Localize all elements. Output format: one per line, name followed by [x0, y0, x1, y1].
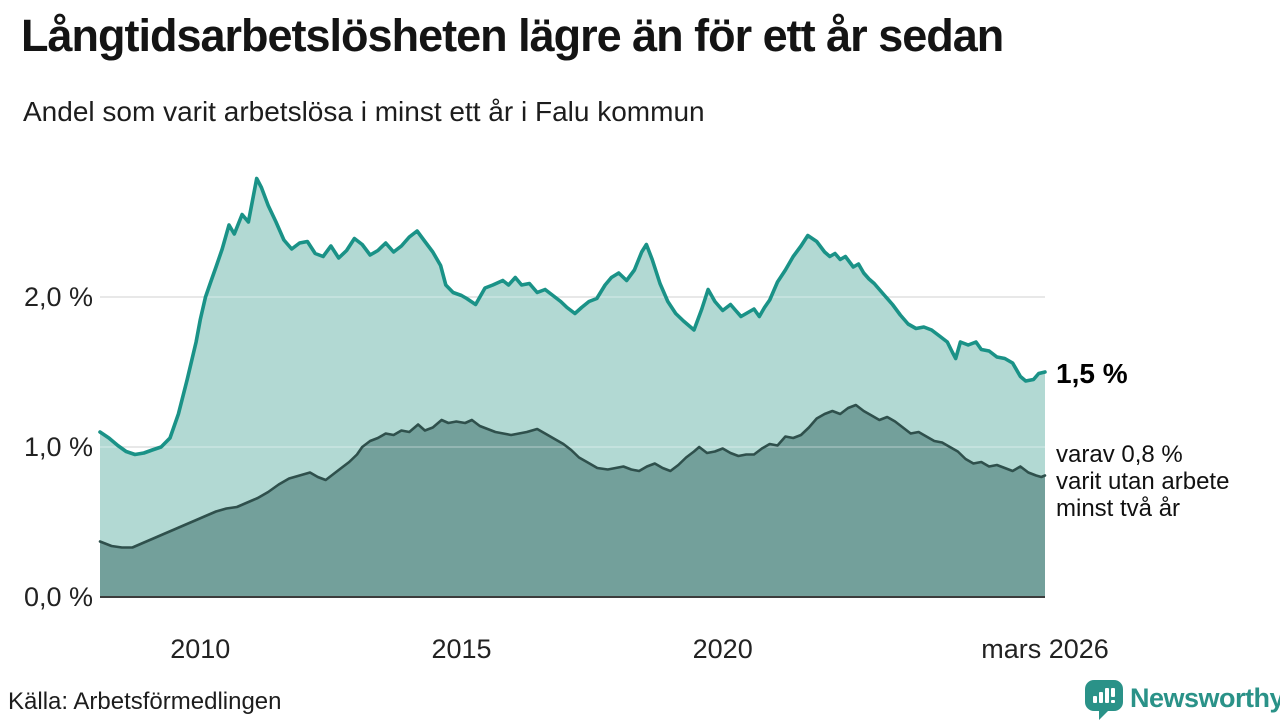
newsworthy-logo: Newsworthy: [1085, 680, 1280, 720]
series-area-two-year: [100, 405, 1045, 597]
annotation-two-year-line1: varav 0,8 %: [1056, 441, 1183, 468]
annotation-two-year-line2: varit utan arbete: [1056, 468, 1230, 495]
x-tick-label: 2015: [431, 634, 491, 664]
page-title: Långtidsarbetslösheten lägre än för ett …: [21, 10, 1004, 61]
y-tick-label: 2,0 %: [24, 282, 93, 312]
brand-name: Newsworthy: [1130, 683, 1280, 713]
x-tick-label: 2020: [693, 634, 753, 664]
page-subtitle: Andel som varit arbetslösa i minst ett å…: [23, 96, 705, 127]
logo-exclamation-bar: [1111, 688, 1115, 697]
y-tick-label: 1,0 %: [24, 432, 93, 462]
annotation-two-year-line3: minst två år: [1056, 495, 1181, 522]
annotation-two-year: varav 0,8 % varit utan arbete minst två …: [1056, 441, 1229, 522]
newsworthy-logo-icon: [1085, 680, 1123, 720]
logo-exclamation-dot: [1111, 700, 1115, 703]
series-line-two-year: [98, 403, 1047, 549]
y-tick-label: 0,0 %: [24, 582, 93, 612]
series-line-total: [98, 176, 1047, 457]
logo-bar-small: [1093, 696, 1097, 703]
logo-bar-medium: [1099, 692, 1103, 703]
source-label: Källa: Arbetsförmedlingen: [8, 688, 282, 715]
logo-bar-tall: [1105, 688, 1109, 703]
annotation-latest-total: 1,5 %: [1056, 358, 1128, 389]
x-tick-label: 2010: [170, 634, 230, 664]
x-tick-label: mars 2026: [981, 634, 1109, 664]
